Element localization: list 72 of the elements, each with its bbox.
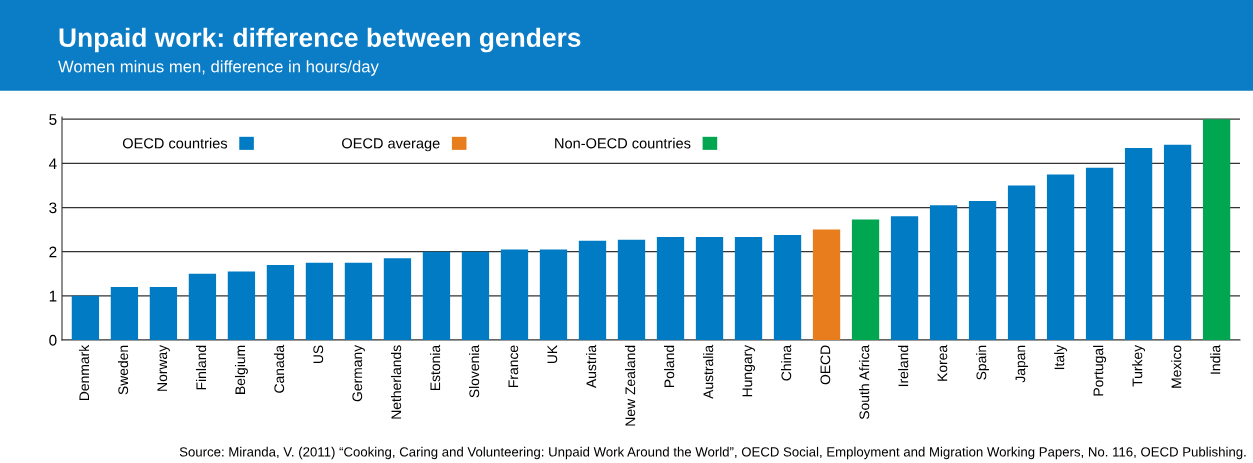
- x-tick-label: Germany: [352, 344, 365, 402]
- x-tick-label: Italy: [1054, 344, 1068, 370]
- x-tick-label: UK: [547, 345, 558, 364]
- bar: [812, 229, 841, 340]
- x-tick-label: Turkey: [1132, 344, 1146, 387]
- y-tick-label: 4: [48, 158, 57, 169]
- legend-label: Non-OECD countries: [555, 137, 691, 149]
- bar: [149, 287, 178, 340]
- x-tick-label: India: [1210, 344, 1221, 374]
- x-tick-label: Spain: [976, 345, 990, 380]
- legend-label: OECD countries: [122, 137, 228, 149]
- x-tick-label: Austria: [586, 344, 597, 389]
- x-tick-label: France: [508, 345, 519, 387]
- x-tick-label: Estonia: [429, 344, 441, 391]
- bar: [968, 200, 997, 340]
- bar: [617, 239, 646, 340]
- x-tick-label: Sweden: [117, 345, 129, 395]
- bar: [1085, 167, 1114, 340]
- x-tick-label: Portugal: [1093, 345, 1107, 396]
- x-tick-label: Finland: [195, 345, 207, 390]
- legend-label: OECD average: [342, 138, 440, 152]
- bar: [344, 262, 373, 340]
- x-tick-label: Hungary: [742, 344, 755, 397]
- bar: [1046, 174, 1075, 340]
- bar: [695, 237, 724, 340]
- x-tick-label: Japan: [1015, 345, 1029, 383]
- x-tick-label: Netherlands: [390, 345, 402, 419]
- bar: [851, 219, 880, 340]
- x-tick-label: China: [781, 344, 792, 381]
- source-note: Source: Miranda, V. (2011) “Cooking, Caring and Volunteering: Unpaid Work Around the World”, OECD Social, Employment and Migration Working Papers, No. 116, OECD Publishing.: [179, 446, 1246, 460]
- y-tick-label: 0: [49, 334, 57, 346]
- x-tick-label: Ireland: [898, 345, 909, 387]
- chart-title: Unpaid work: difference between genders: [59, 27, 581, 53]
- x-tick-label: Mexico: [1171, 345, 1182, 388]
- y-tick-label: 3: [49, 202, 57, 214]
- x-tick-label: Norway: [157, 344, 170, 391]
- bar: [734, 237, 763, 340]
- x-tick-label: Slovenia: [469, 344, 480, 398]
- bar: [1124, 147, 1153, 340]
- bar: [110, 287, 139, 340]
- x-tick-label: Denmark: [78, 344, 90, 401]
- bar: [1163, 144, 1192, 340]
- x-tick-label: OECD: [820, 345, 831, 385]
- bar: [422, 251, 451, 340]
- y-tick-label: 1: [49, 290, 57, 302]
- bar: [227, 271, 256, 340]
- x-tick-label: Canada: [273, 344, 285, 393]
- x-tick-label: US: [313, 345, 324, 364]
- bar: [578, 240, 607, 340]
- bar: [656, 237, 685, 340]
- y-tick-label: 2: [49, 246, 57, 258]
- bar: [539, 249, 568, 340]
- bar: [461, 251, 490, 340]
- bar: [188, 273, 217, 340]
- chart-subtitle: Women minus men, difference in hours/day: [58, 60, 379, 76]
- x-tick-label: Korea: [937, 344, 948, 381]
- y-tick-label: 5: [49, 114, 57, 125]
- bar: [890, 216, 919, 340]
- bar: [1202, 119, 1231, 340]
- x-tick-label: Australia: [703, 344, 714, 399]
- x-tick-label: Belgium: [234, 345, 248, 394]
- bar: [383, 258, 412, 340]
- bar: [305, 262, 334, 340]
- bar: [773, 234, 802, 340]
- x-tick-label: Poland: [664, 345, 675, 387]
- bar: [500, 249, 529, 340]
- x-tick-label: New Zealand: [625, 345, 636, 426]
- bar: [1007, 185, 1036, 340]
- bar: [71, 295, 100, 340]
- bar: [266, 264, 295, 340]
- bar: [929, 205, 958, 340]
- x-tick-label: South Africa: [859, 344, 870, 420]
